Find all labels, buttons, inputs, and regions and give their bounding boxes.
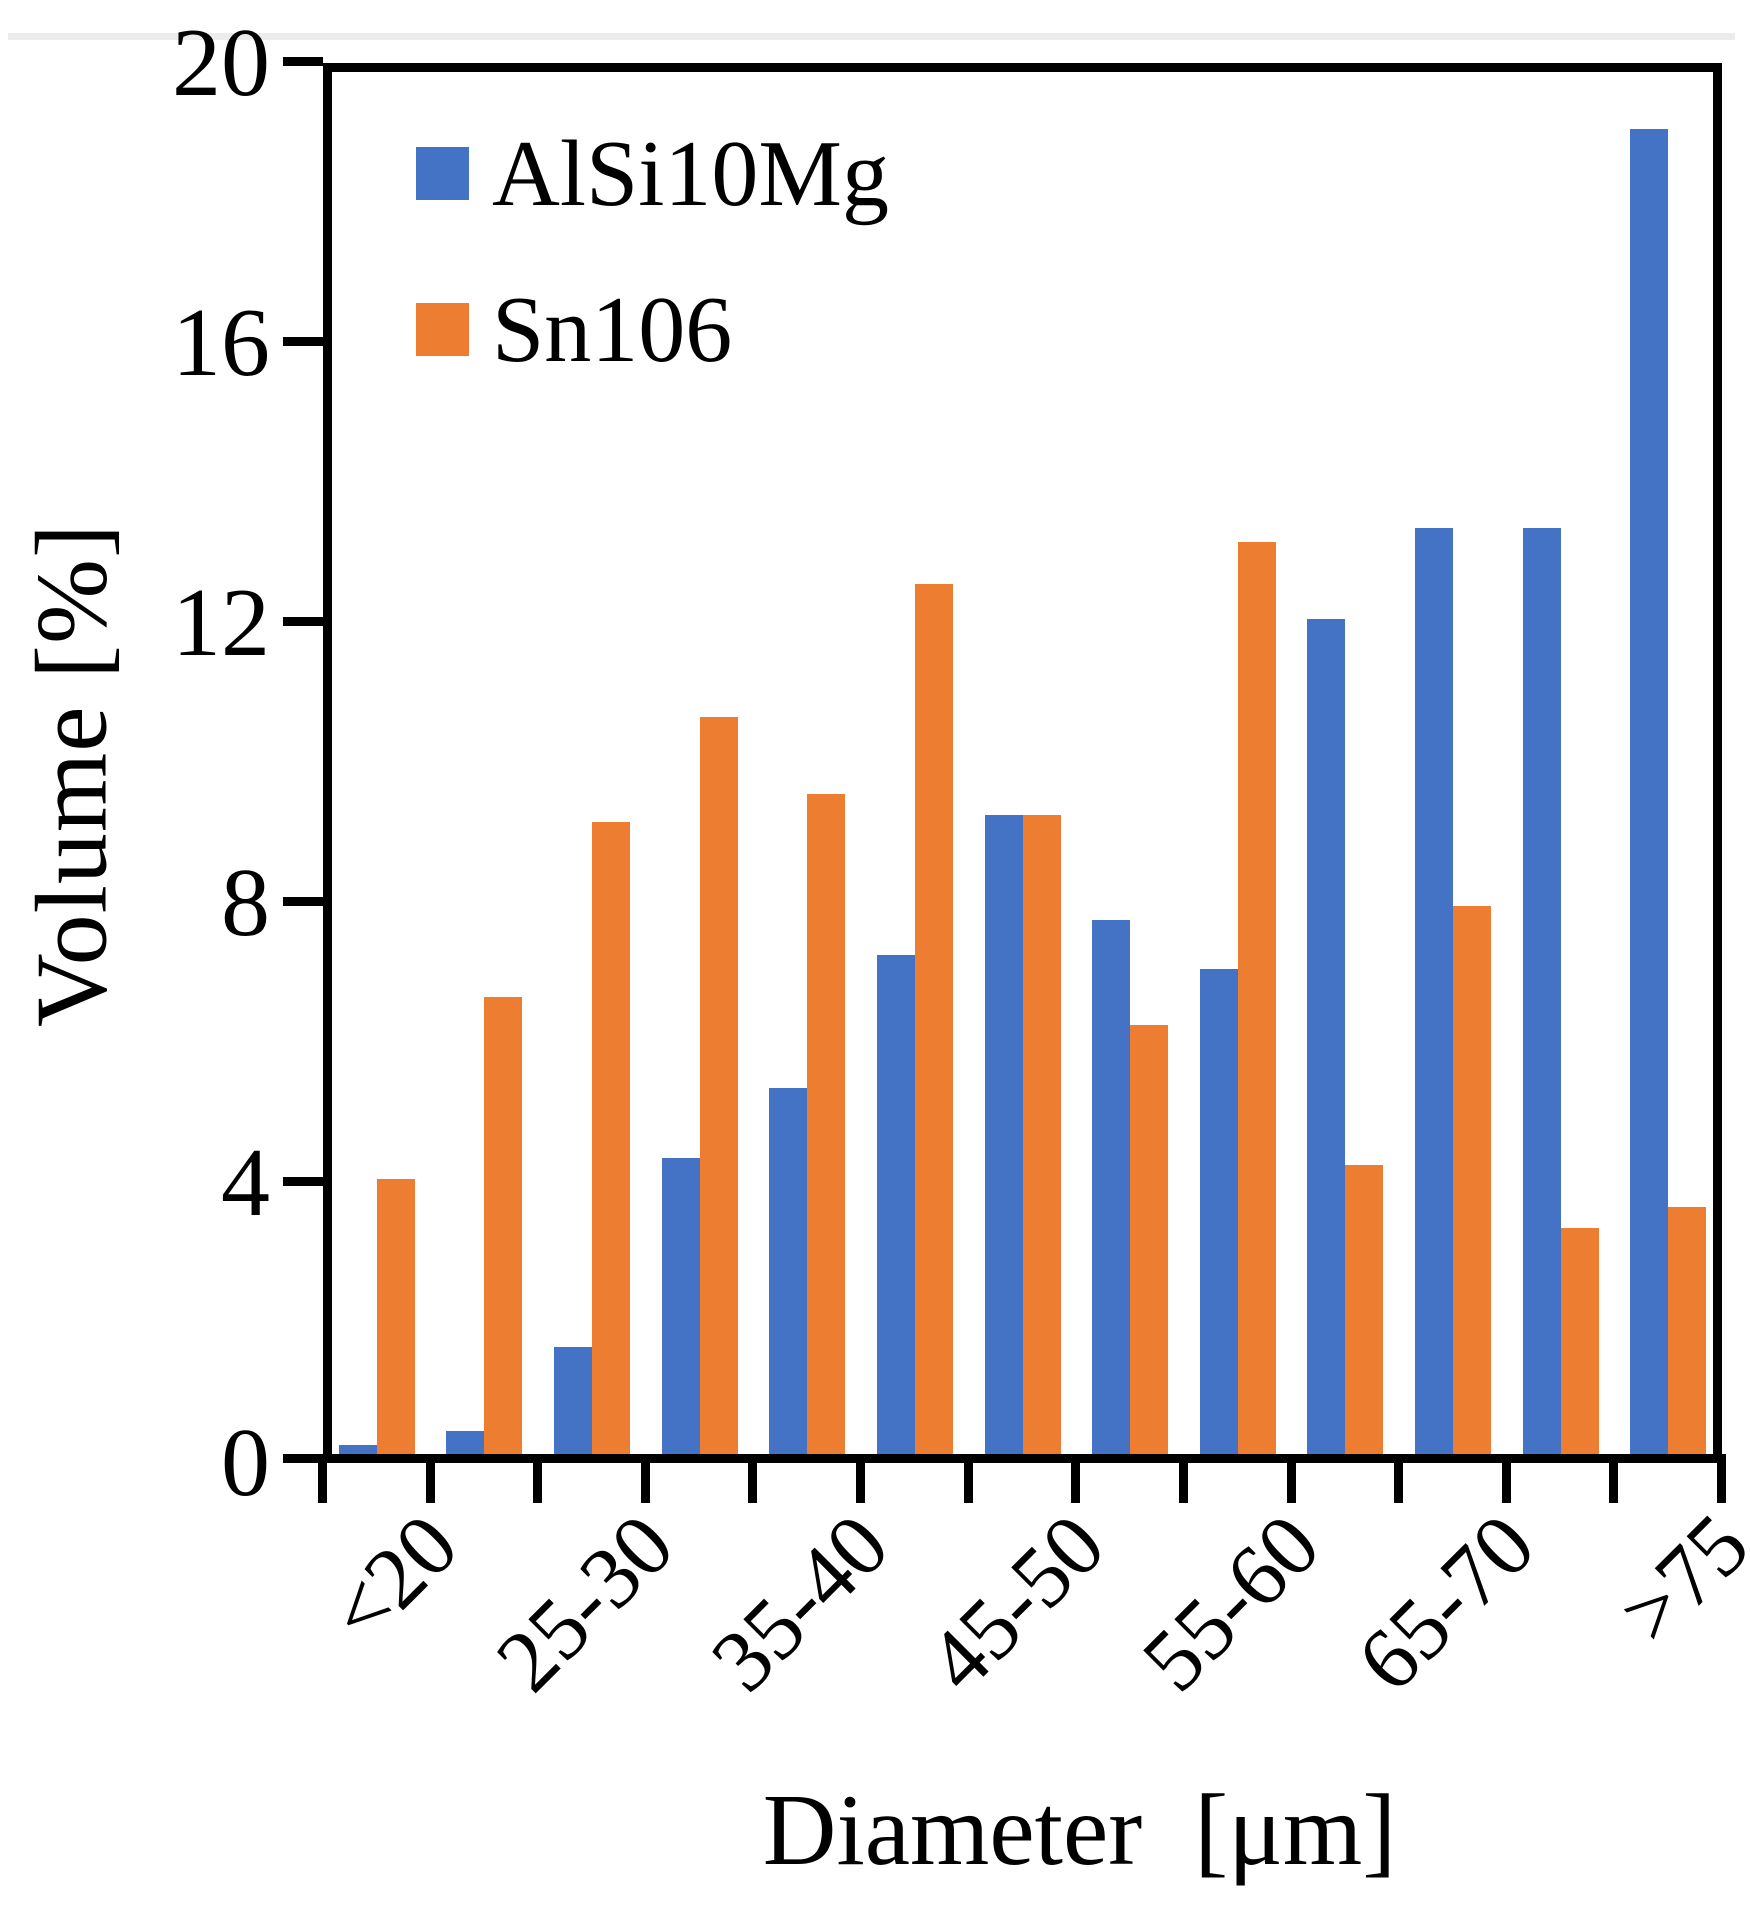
x-tick-1 [426,1454,435,1503]
y-tick-label-12: 12 [172,569,270,677]
y-tick-label-20: 20 [172,9,270,117]
y-tick-label-8: 8 [221,849,270,957]
legend-label-alsi10mg: AlSi10Mg [492,122,889,226]
y-tick-8 [283,897,323,906]
x-tick-8 [1179,1454,1188,1503]
bar-sn106-40-45 [915,584,953,1459]
x-tick-5 [856,1454,865,1503]
y-tick-16 [283,337,323,346]
top-divider-rule [8,33,1735,40]
x-tick-11 [1502,1454,1511,1503]
y-tick-label-0: 0 [221,1409,270,1517]
y-tick-12 [283,617,323,626]
y-tick-label-16: 16 [172,289,270,397]
bar-alsi10mg-30-35 [662,1158,700,1459]
bar-alsi10mg-45-50 [985,815,1023,1459]
bar-sn106-20-25 [484,997,522,1459]
bar-sn106-55-60 [1238,542,1276,1459]
plot-frame-bottom [323,1454,1722,1463]
plot-frame-right [1713,63,1722,1463]
x-tick-12 [1609,1454,1618,1503]
bar-alsi10mg-70-75 [1523,528,1561,1459]
x-tick-6 [964,1454,973,1503]
x-tick-2 [533,1454,542,1503]
y-tick-4 [283,1177,323,1186]
bar-sn106-30-35 [700,717,738,1459]
x-category-label-<20: <20 [311,1496,478,1663]
bar-sn106-70-75 [1561,1228,1599,1459]
plot-frame-left [323,63,332,1463]
bar-sn106-45-50 [1023,815,1061,1459]
bar-sn106-35-40 [807,794,845,1459]
x-axis-title-text: Diameter [762,1774,1143,1887]
legend-label-sn106: Sn106 [492,278,733,382]
x-tick-9 [1287,1454,1296,1503]
bar-sn106->75 [1668,1207,1706,1459]
bar-alsi10mg->75 [1630,129,1668,1459]
x-tick-7 [1071,1454,1080,1503]
bar-sn106-50-55 [1130,1025,1168,1459]
bar-alsi10mg-40-45 [877,955,915,1459]
y-tick-20 [283,57,323,66]
bar-alsi10mg-25-30 [554,1347,592,1459]
x-tick-10 [1394,1454,1403,1503]
x-axis-unit-text: [μm] [1194,1774,1397,1887]
y-tick-0 [283,1454,323,1463]
legend-swatch-alsi10mg-icon [416,147,469,200]
bar-alsi10mg-60-65 [1307,619,1345,1459]
bar-alsi10mg-50-55 [1092,920,1130,1459]
x-tick-13 [1717,1454,1726,1503]
bar-alsi10mg-65-70 [1415,528,1453,1459]
x-category-label-45-50: 45-50 [909,1496,1124,1711]
x-tick-4 [748,1454,757,1503]
bar-sn106-65-70 [1453,906,1491,1459]
x-category-label-25-30: 25-30 [478,1496,693,1711]
plot-frame-top [323,63,1722,72]
x-category-label->75: >75 [1602,1496,1750,1663]
y-tick-label-4: 4 [221,1129,270,1237]
legend-swatch-sn106-icon [416,303,469,356]
x-tick-0 [318,1454,327,1503]
bar-alsi10mg-35-40 [769,1088,807,1459]
bar-alsi10mg-55-60 [1200,969,1238,1459]
bar-sn106-<20 [377,1179,415,1459]
x-category-label-65-70: 65-70 [1339,1496,1554,1711]
bar-sn106-25-30 [592,822,630,1459]
x-category-label-35-40: 35-40 [693,1496,908,1711]
x-axis-title: Diameter [μm] [380,1772,1750,1889]
x-tick-3 [641,1454,650,1503]
bar-sn106-60-65 [1345,1165,1383,1459]
x-category-label-55-60: 55-60 [1124,1496,1339,1711]
